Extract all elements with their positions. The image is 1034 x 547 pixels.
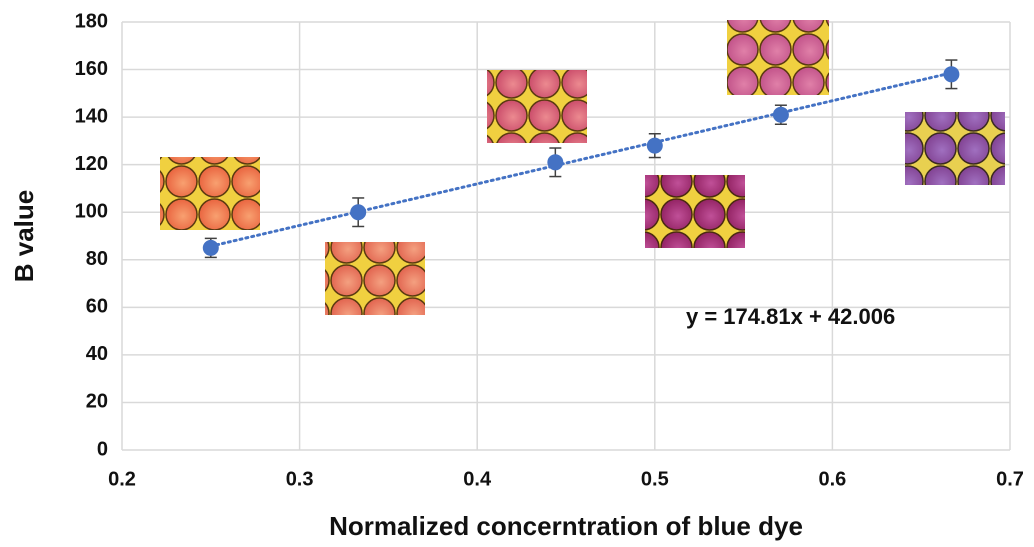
x-tick-label: 0.4 xyxy=(463,468,492,490)
y-tick-label: 140 xyxy=(75,105,108,127)
point xyxy=(203,240,219,256)
y-tick-label: 40 xyxy=(86,343,108,365)
y-tick-label: 0 xyxy=(97,438,108,460)
x-tick-label: 0.5 xyxy=(641,468,669,490)
sample-image xyxy=(487,70,587,143)
sample-image xyxy=(160,157,260,230)
y-tick-label: 80 xyxy=(86,248,108,270)
x-tick-label: 0.3 xyxy=(286,468,314,490)
x-tick-label: 0.2 xyxy=(108,468,136,490)
point xyxy=(943,66,959,82)
y-tick-label: 120 xyxy=(75,153,108,175)
equation: y = 174.81x + 42.006 xyxy=(686,304,895,329)
sample-image xyxy=(905,112,1005,185)
point xyxy=(773,107,789,123)
point xyxy=(647,138,663,154)
y-tick-label: 180 xyxy=(75,10,108,32)
sample-image xyxy=(325,242,425,315)
y-tick-label: 160 xyxy=(75,58,108,80)
point xyxy=(350,204,366,220)
y-tick-label: 100 xyxy=(75,201,108,223)
x-tick-label: 0.6 xyxy=(818,468,846,490)
chart: y = 174.81x + 42.006 Normalized concernt… xyxy=(0,0,1034,547)
sample-image xyxy=(727,20,829,95)
x-tick-label: 0.7 xyxy=(996,468,1024,490)
insets xyxy=(160,20,1005,315)
sample-image xyxy=(645,175,745,248)
y-tick-label: 20 xyxy=(86,391,108,413)
point xyxy=(547,154,563,170)
x-axis-title: Normalized concerntration of blue dye xyxy=(329,511,803,541)
y-tick-label: 60 xyxy=(86,296,108,318)
y-axis-title: B value xyxy=(9,190,39,283)
